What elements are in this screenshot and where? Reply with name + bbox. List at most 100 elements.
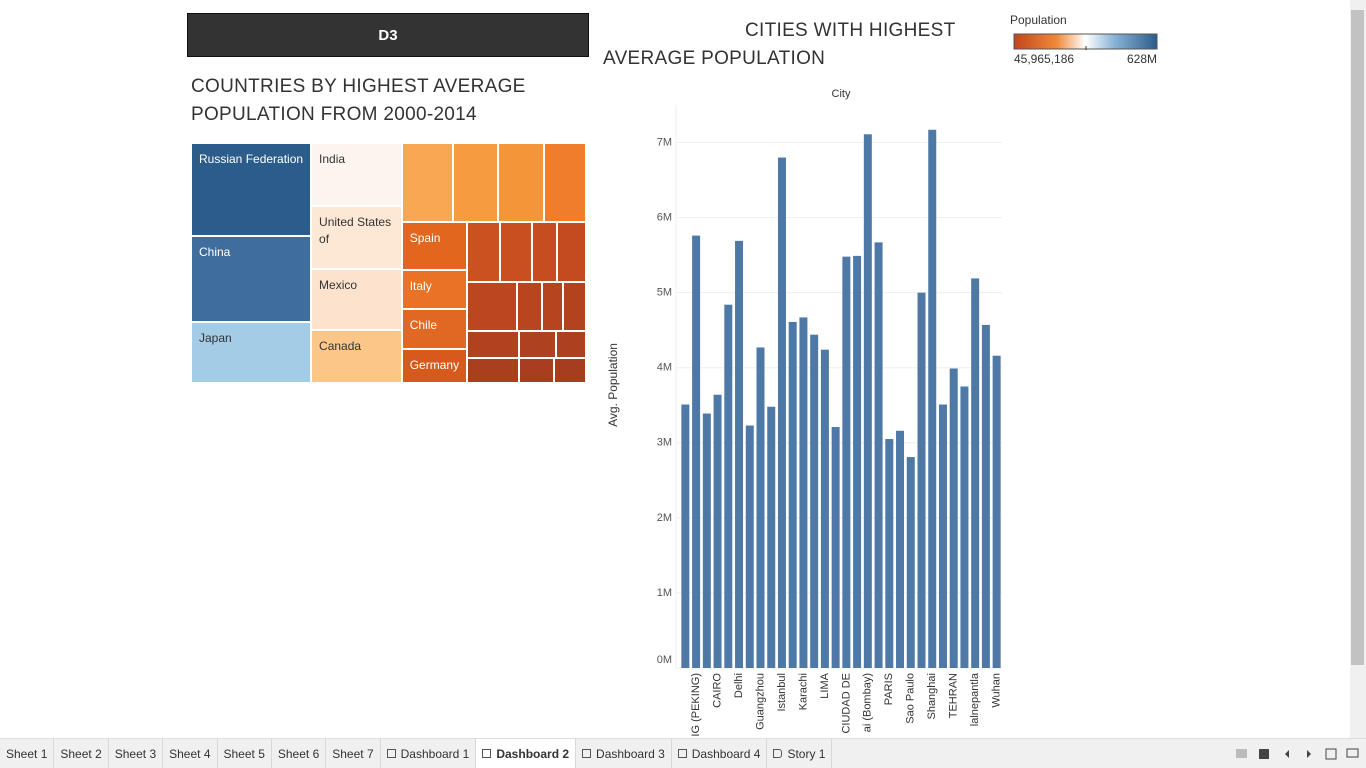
tab-label: Dashboard 4: [691, 746, 761, 761]
icon[interactable]: [1285, 750, 1289, 758]
x-tick-label: IG (PEKING): [690, 673, 702, 737]
y-axis-title: Avg. Population: [606, 343, 620, 427]
treemap-cell: [466, 357, 519, 383]
tab-bar: Sheet 1 Sheet 2 Sheet 3 Sheet 4 Sheet 5 Sheet…: [0, 738, 1366, 768]
x-tick-label: CIUDAD DE: [840, 673, 852, 734]
tab[interactable]: Sheet 6: [272, 739, 327, 768]
tab[interactable]: Dashboard 1: [381, 739, 477, 768]
tab[interactable]: Dashboard 2: [476, 739, 577, 768]
bar: [702, 413, 711, 668]
legend-min: 45,965,186: [1014, 52, 1074, 66]
x-tick-label: Delhi: [733, 673, 745, 698]
bar: [735, 240, 744, 668]
bar: [745, 425, 754, 668]
bar: [896, 430, 905, 668]
treemap-cell: [452, 143, 499, 223]
treemap-cell: [554, 357, 586, 383]
treemap-cell: [519, 330, 557, 358]
bar: [777, 157, 786, 668]
treemap-cell: United States of: [311, 206, 402, 269]
tab[interactable]: Dashboard 4: [672, 739, 768, 768]
legend-title: Population: [1010, 13, 1067, 27]
toolbar-icons: [1236, 748, 1359, 760]
bar: [917, 292, 926, 668]
x-tick-label: Shanghai: [926, 673, 938, 720]
icon[interactable]: [1307, 750, 1311, 758]
bar: [853, 255, 862, 668]
tab-label: Sheet 5: [223, 746, 265, 761]
treemap-cell: China: [191, 236, 312, 322]
x-tick-label: Sao Paulo: [905, 673, 917, 724]
y-tick-label: 4M: [657, 362, 672, 374]
y-tick-label: 5M: [657, 287, 672, 299]
treemap-cell: [466, 222, 501, 283]
header: D3: [187, 13, 589, 57]
x-tick-label: PARIS: [883, 673, 895, 705]
cell-label: Germany: [409, 357, 460, 372]
treemap-cell: [557, 222, 586, 283]
treemap-cell: Chile: [401, 308, 467, 349]
tab[interactable]: Sheet 1: [0, 739, 55, 768]
treemap-cell: Mexico: [311, 268, 402, 330]
tab-label: Dashboard 3: [596, 746, 665, 761]
treemap-cell: [563, 282, 586, 331]
x-tick-label: Guangzhou: [754, 673, 766, 730]
treemap-cell: [518, 357, 555, 383]
treemap-cell: Canada: [311, 329, 402, 383]
bar: [981, 324, 990, 668]
treemap-cell: Spain: [401, 222, 467, 271]
tab[interactable]: Sheet 7: [326, 739, 381, 768]
tab[interactable]: Dashboard 3: [576, 739, 672, 768]
treemap-cell: [466, 282, 518, 331]
bar: [842, 256, 851, 668]
x-tick-label: ai (Bombay): [862, 673, 874, 732]
bar: [820, 349, 829, 668]
treemap-cell: [500, 222, 533, 283]
bar: [756, 347, 765, 668]
treemap-cell: [498, 143, 545, 223]
bar-title: CITIES WITH HIGHEST AVERAGE POPULATION: [603, 20, 956, 69]
cell-label: United States of: [319, 215, 392, 247]
bar-chart: Population 45,965,186 628M City Avg. Pop…: [606, 0, 1366, 738]
bar: [724, 304, 733, 668]
bar: [863, 134, 872, 668]
icon[interactable]: [1325, 748, 1337, 760]
cell-label: India: [319, 152, 346, 166]
tab[interactable]: Sheet 3: [109, 739, 164, 768]
tab[interactable]: Story 1: [767, 739, 833, 768]
treemap-cell: [466, 330, 519, 358]
tab[interactable]: Sheet 5: [218, 739, 272, 768]
x-tick-label: lalnepantla: [969, 672, 981, 726]
bar: [799, 317, 808, 668]
bar: [692, 235, 701, 668]
scrollbar-thumb[interactable]: [1351, 10, 1364, 665]
bar: [938, 404, 947, 668]
bar: [681, 404, 690, 668]
tab-label: Sheet 4: [169, 746, 211, 761]
icon[interactable]: [1346, 748, 1359, 758]
treemap-cell: Italy: [401, 270, 467, 309]
x-tick-label: LIMA: [819, 672, 831, 698]
icon[interactable]: [1236, 749, 1247, 758]
treemap-title: COUNTRIES BY HIGHEST AVERAGE POPULATION …: [191, 76, 526, 125]
bar: [767, 406, 776, 668]
cell-label: Russian Federation: [199, 152, 304, 166]
cell-label: Spain: [409, 231, 441, 246]
cell-label: Chile: [409, 317, 438, 332]
icon[interactable]: [1259, 749, 1269, 759]
treemap-cell: Russian Federation: [191, 143, 312, 237]
cell-label: Italy: [409, 279, 432, 294]
treemap-cell: [556, 330, 586, 358]
bar: [713, 394, 722, 668]
bar: [885, 439, 894, 668]
treemap-cell: India: [311, 143, 402, 207]
bar: [788, 321, 797, 668]
tab[interactable]: Sheet 4: [163, 739, 218, 768]
x-tick-label: Wuhan: [991, 673, 1003, 708]
treemap-cell: [517, 282, 543, 331]
tab[interactable]: Sheet 2: [54, 739, 109, 768]
treemap-cell: Japan: [191, 321, 312, 383]
cell-label: Canada: [319, 338, 362, 353]
treemap-cell: [401, 143, 453, 223]
